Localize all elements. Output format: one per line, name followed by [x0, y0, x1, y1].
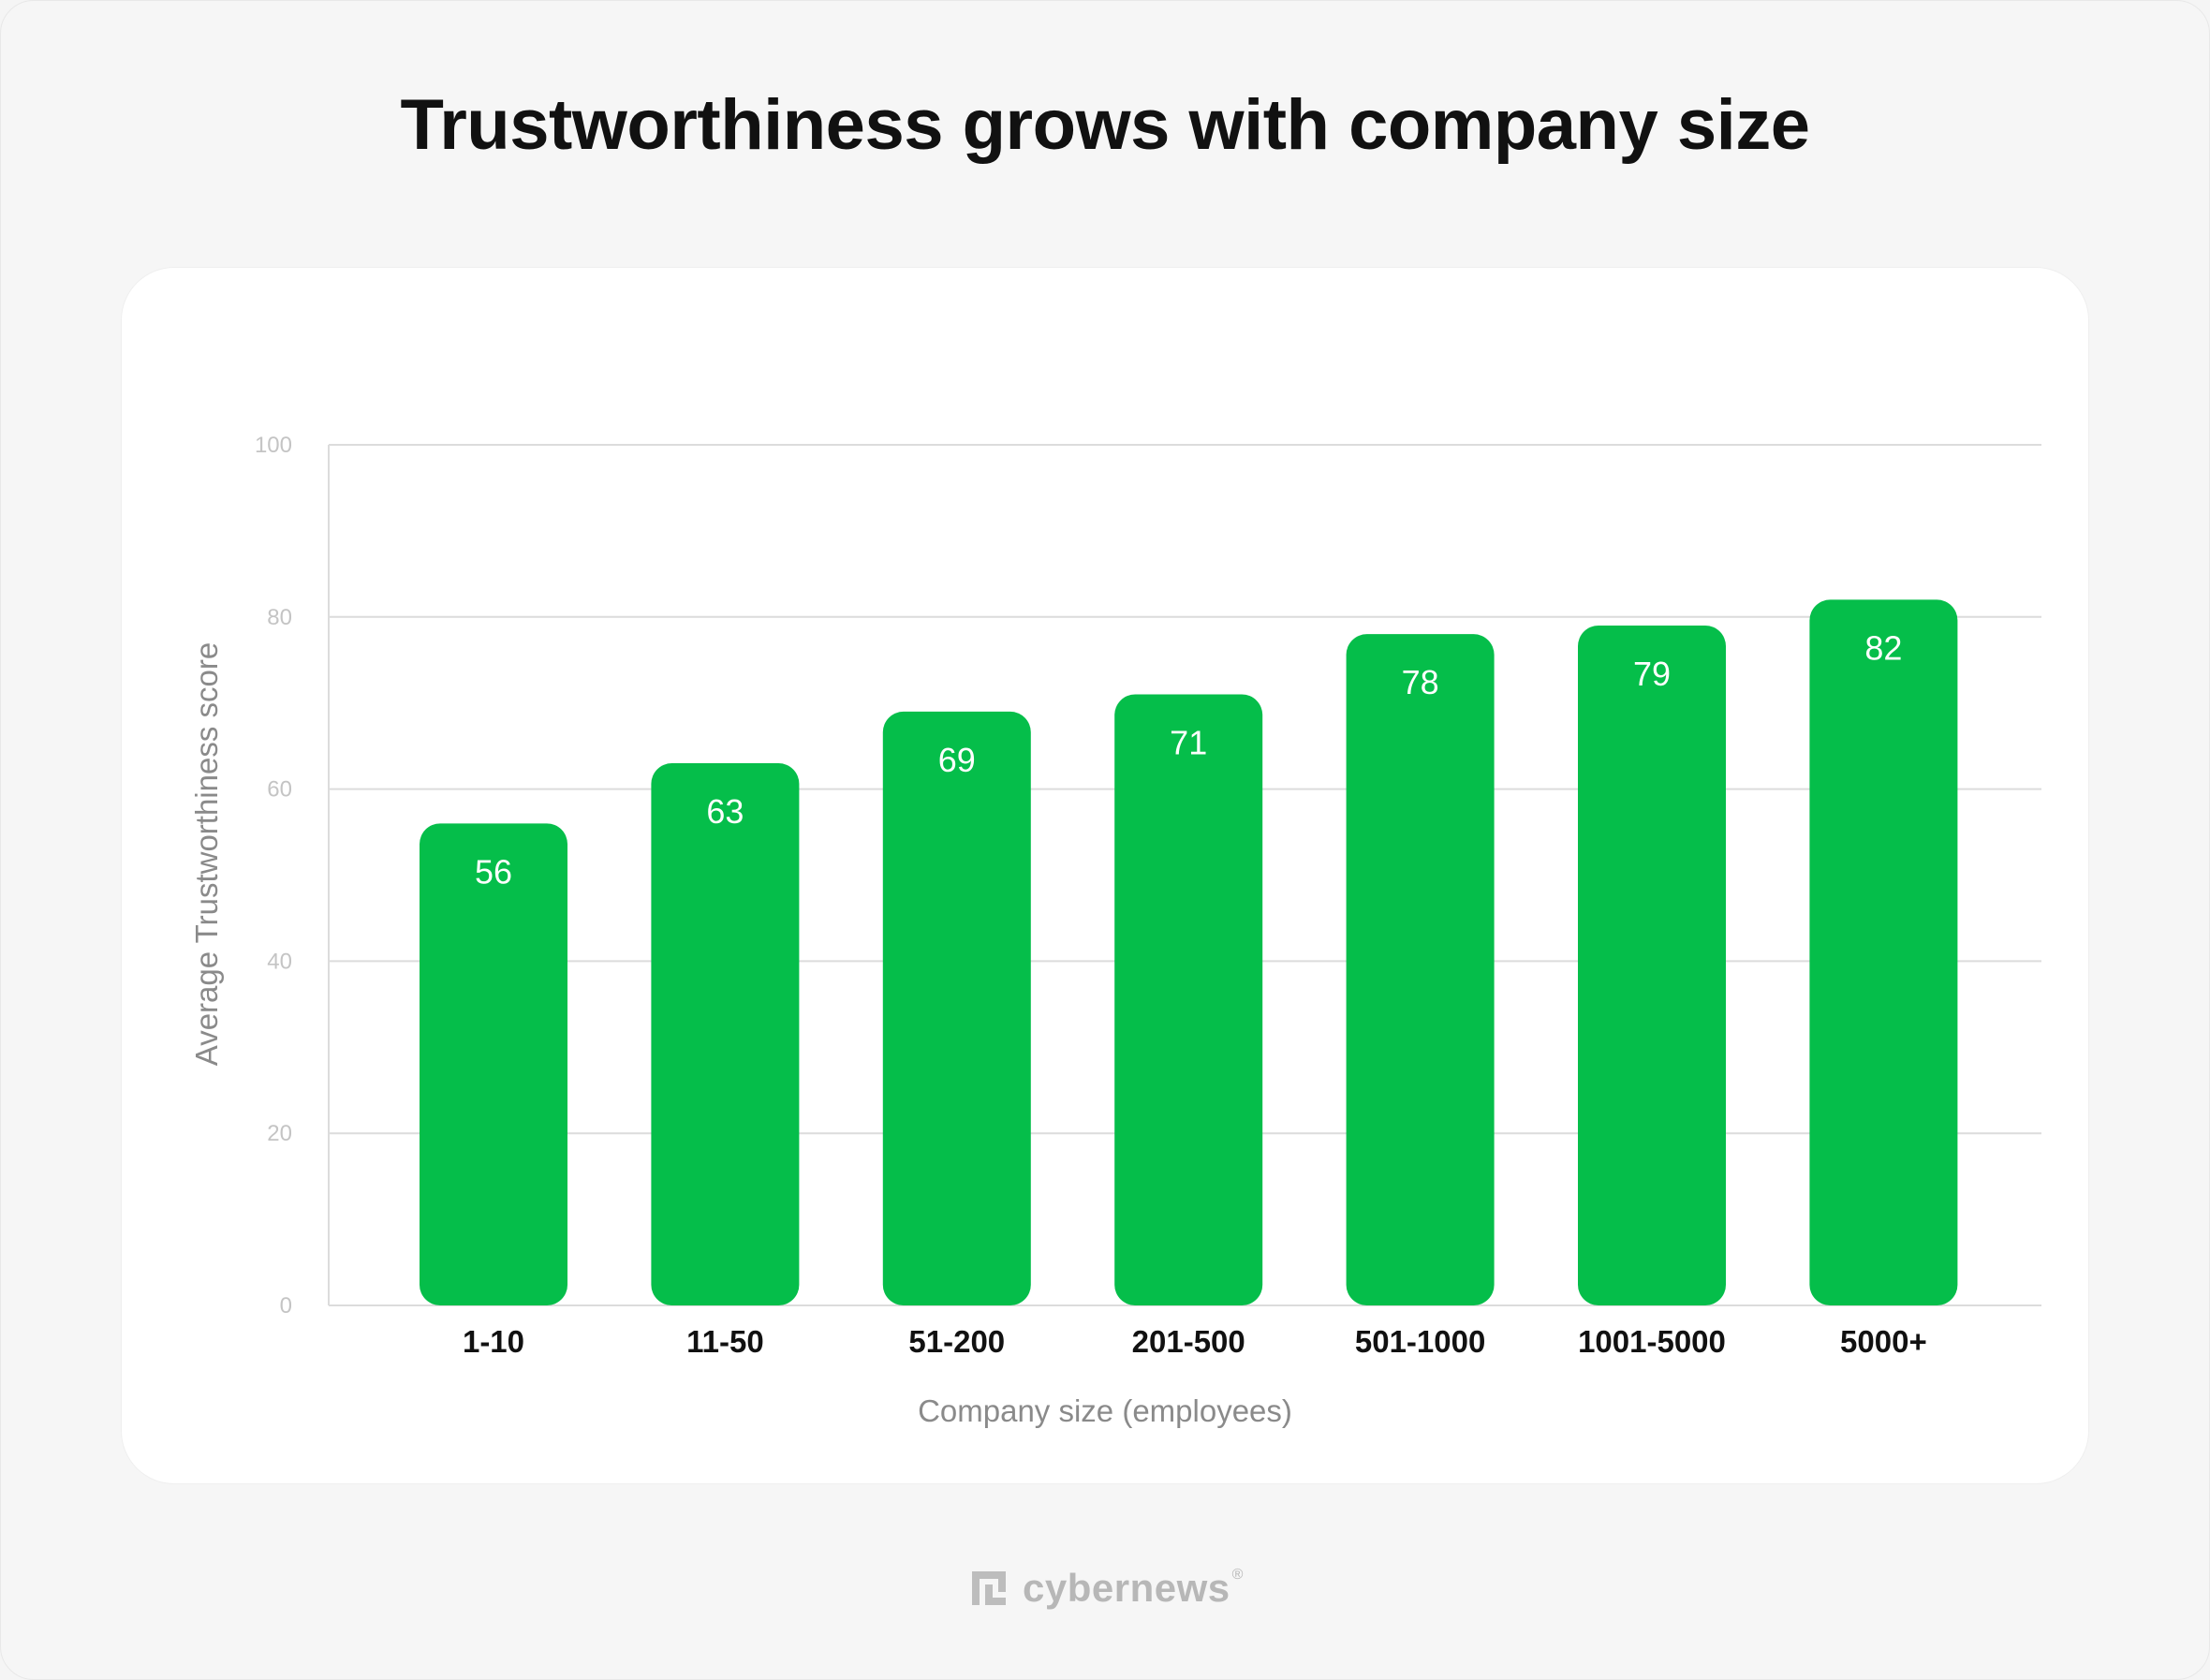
x-tick-label: 51-200 [908, 1324, 1005, 1359]
x-tick-label: 5000+ [1840, 1324, 1927, 1359]
x-tick-label: 501-1000 [1355, 1324, 1485, 1359]
chart-title: Trustworthiness grows with company size [400, 85, 1810, 165]
bar [420, 823, 567, 1305]
bar-value-label: 63 [706, 792, 744, 831]
y-tick-label: 100 [255, 433, 292, 458]
x-tick-label: 201-500 [1132, 1324, 1245, 1359]
bar-value-label: 78 [1402, 663, 1439, 701]
y-tick-label: 20 [267, 1121, 292, 1146]
y-axis-title: Average Trustworthiness score [189, 642, 224, 1066]
bar [882, 711, 1031, 1305]
bar [651, 763, 800, 1305]
bar-value-label: 79 [1633, 655, 1671, 693]
bar [1578, 625, 1726, 1305]
x-axis-title: Company size (employees) [918, 1393, 1292, 1428]
bar-value-label: 69 [938, 741, 976, 779]
bar [1346, 634, 1495, 1305]
bar [1809, 599, 1958, 1305]
x-tick-label: 1001-5000 [1578, 1324, 1726, 1359]
brand-name: cybernews [1023, 1566, 1230, 1610]
x-tick-label: 11-50 [686, 1324, 764, 1359]
y-tick-label: 40 [267, 949, 292, 974]
x-tick-label: 1-10 [463, 1324, 524, 1359]
cybernews-logo-icon [972, 1571, 1006, 1605]
bar-value-label: 82 [1864, 628, 1902, 667]
y-tick-label: 80 [267, 605, 292, 630]
registered-mark: ® [1231, 1567, 1244, 1583]
bar [1114, 694, 1263, 1305]
cybernews-logo: cybernews ® [972, 1562, 1243, 1614]
bar-value-label: 71 [1170, 724, 1207, 762]
y-tick-label: 60 [267, 777, 292, 803]
y-tick-label: 0 [280, 1293, 292, 1319]
bar-value-label: 56 [475, 852, 512, 891]
